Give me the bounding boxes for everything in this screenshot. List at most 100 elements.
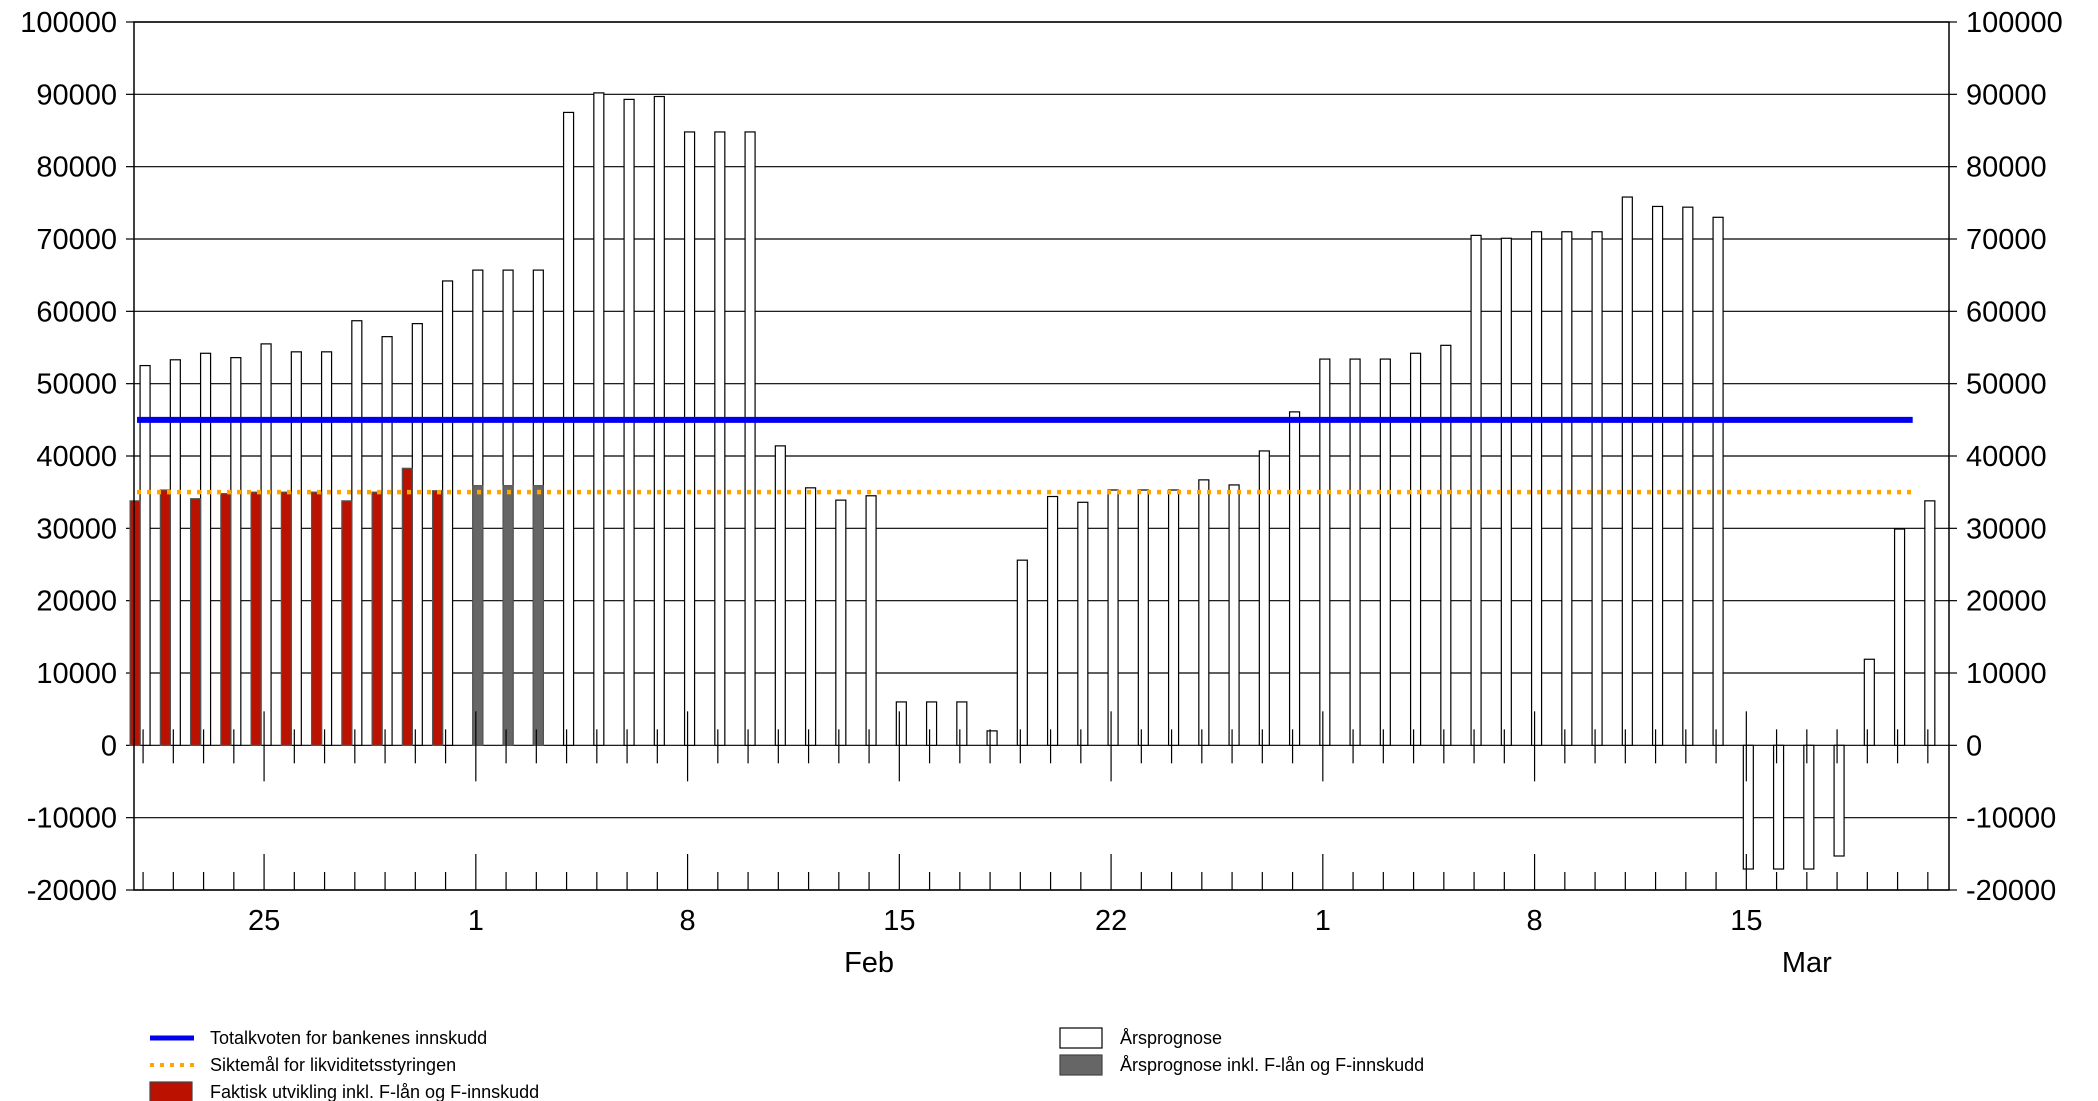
- bar-series-0: [1167, 489, 1180, 746]
- x-date-label: 15: [1730, 905, 1762, 937]
- y-tick-label-right: 60000: [1966, 296, 2047, 328]
- bar-series-1: [502, 485, 514, 746]
- y-tick-label-right: 90000: [1966, 79, 2047, 111]
- bar-series-0: [1772, 744, 1785, 870]
- bar-series-0: [1712, 216, 1724, 746]
- y-tick-label-left: 20000: [36, 586, 117, 618]
- bar-series-0: [683, 131, 696, 746]
- legend-swatch-box: [1059, 1027, 1103, 1049]
- bar-series-0: [1409, 352, 1422, 746]
- bar-series-0: [1893, 528, 1906, 746]
- bar-series-0: [986, 730, 998, 746]
- bar-series-0: [744, 131, 756, 746]
- y-tick-label-left: -10000: [27, 803, 117, 835]
- bar-series-0: [1682, 206, 1694, 746]
- y-tick-label-right: 40000: [1966, 441, 2047, 473]
- bar-series-0: [1833, 744, 1845, 857]
- legend-label: Faktisk utvikling inkl. F-lån og F-innsk…: [210, 1082, 539, 1101]
- bar-series-0: [1530, 231, 1543, 746]
- bar-series-0: [895, 701, 907, 746]
- bar-series-0: [1742, 744, 1754, 870]
- bar-series-0: [1561, 231, 1573, 746]
- bar-series-0: [1379, 358, 1391, 746]
- x-date-label: 8: [1527, 905, 1543, 937]
- legend-label: Siktemål for likviditetsstyringen: [210, 1055, 456, 1075]
- bar-series-0: [1046, 495, 1059, 746]
- bar-series-2: [341, 500, 353, 746]
- bar-series-0: [1319, 358, 1331, 746]
- bar-series-0: [1591, 231, 1603, 746]
- x-date-label: 1: [1315, 905, 1331, 937]
- bar-series-0: [1198, 479, 1210, 746]
- bar-series-0: [1258, 450, 1270, 746]
- legend-item-right: Årsprognose: [1059, 1027, 1222, 1049]
- y-tick-label-left: 40000: [36, 441, 117, 473]
- legend-label: Årsprognose: [1120, 1028, 1222, 1048]
- bar-series-0: [411, 323, 423, 746]
- legend-item-left: Totalkvoten for bankenes innskudd: [150, 1028, 487, 1048]
- x-date-label: 15: [883, 905, 915, 937]
- bar-series-2: [129, 500, 141, 746]
- y-tick-label-left: 0: [101, 730, 117, 762]
- y-tick-label-right: -20000: [1966, 875, 2056, 907]
- bar-series-0: [835, 499, 847, 746]
- bar-series-0: [290, 351, 302, 746]
- bar-series-0: [230, 357, 242, 746]
- y-axis-right: 100000 90000 80000 70000 60000 50000 40000 3000…: [1949, 7, 2063, 907]
- legend-label: Årsprognose inkl. F-lån og F-innskudd: [1120, 1055, 1424, 1075]
- y-tick-label-right: 30000: [1966, 513, 2047, 545]
- bar-series-2: [431, 490, 444, 746]
- legend-swatch-box: [1059, 1054, 1103, 1076]
- bar-series-2: [250, 491, 262, 746]
- y-axis-left: 1000009000080000700006000050000400003000…: [20, 7, 134, 907]
- bar-series-0: [441, 280, 454, 746]
- bar-series-0: [1863, 658, 1875, 746]
- bar-series-0: [1228, 484, 1240, 746]
- x-date-label: 1: [468, 905, 484, 937]
- legend-item-left: Siktemål for likviditetsstyringen: [150, 1055, 456, 1075]
- y-tick-label-right: 10000: [1966, 658, 2047, 690]
- bar-series-0: [714, 131, 726, 746]
- legend-label: Totalkvoten for bankenes innskudd: [210, 1028, 487, 1048]
- gridlines: [134, 21, 1949, 891]
- y-tick-label-left: 100000: [20, 7, 117, 39]
- bar-series-0: [1470, 234, 1482, 746]
- x-axis: 25 1 8 15 22 1 8 15 Feb Mar: [142, 711, 1929, 979]
- bar-series-0: [320, 351, 333, 746]
- bar-series-2: [220, 493, 232, 746]
- x-date-label: 22: [1095, 905, 1127, 937]
- bar-series-2: [280, 491, 292, 746]
- bar-series-0: [199, 352, 212, 746]
- bar-series-0: [1803, 744, 1815, 870]
- bar-series-1: [532, 485, 544, 746]
- y-tick-label-right: 100000: [1966, 7, 2063, 39]
- y-tick-label-right: 50000: [1966, 369, 2047, 401]
- y-tick-label-left: 10000: [36, 658, 117, 690]
- bar-series-0: [1016, 559, 1028, 746]
- bar-series-0: [1107, 489, 1119, 746]
- plot-frame: [133, 21, 1950, 891]
- x-month-label: Mar: [1782, 947, 1832, 979]
- bar-series-0: [774, 445, 786, 746]
- x-date-label: 25: [248, 905, 280, 937]
- bar-series-0: [1500, 237, 1512, 746]
- x-date-label: 8: [680, 905, 696, 937]
- bar-series-0: [1924, 500, 1936, 746]
- bar-series-0: [925, 701, 938, 746]
- y-tick-label-right: 70000: [1966, 224, 2047, 256]
- x-month-label: Feb: [844, 947, 894, 979]
- y-tick-label-left: -20000: [27, 875, 117, 907]
- reference-lines: [137, 416, 1913, 495]
- y-tick-label-left: 50000: [36, 369, 117, 401]
- bar-series-0: [381, 336, 393, 746]
- y-tick-label-right: 20000: [1966, 586, 2047, 618]
- bar-series-0: [260, 343, 272, 746]
- bar-series-0: [865, 495, 877, 746]
- bar-series-1: [472, 485, 484, 746]
- bar-series-0: [1621, 196, 1633, 746]
- y-tick-label-left: 60000: [36, 296, 117, 328]
- y-tick-label-left: 70000: [36, 224, 117, 256]
- y-tick-label-left: 30000: [36, 513, 117, 545]
- y-tick-label-right: 80000: [1966, 152, 2047, 184]
- bar-series-0: [1651, 205, 1664, 746]
